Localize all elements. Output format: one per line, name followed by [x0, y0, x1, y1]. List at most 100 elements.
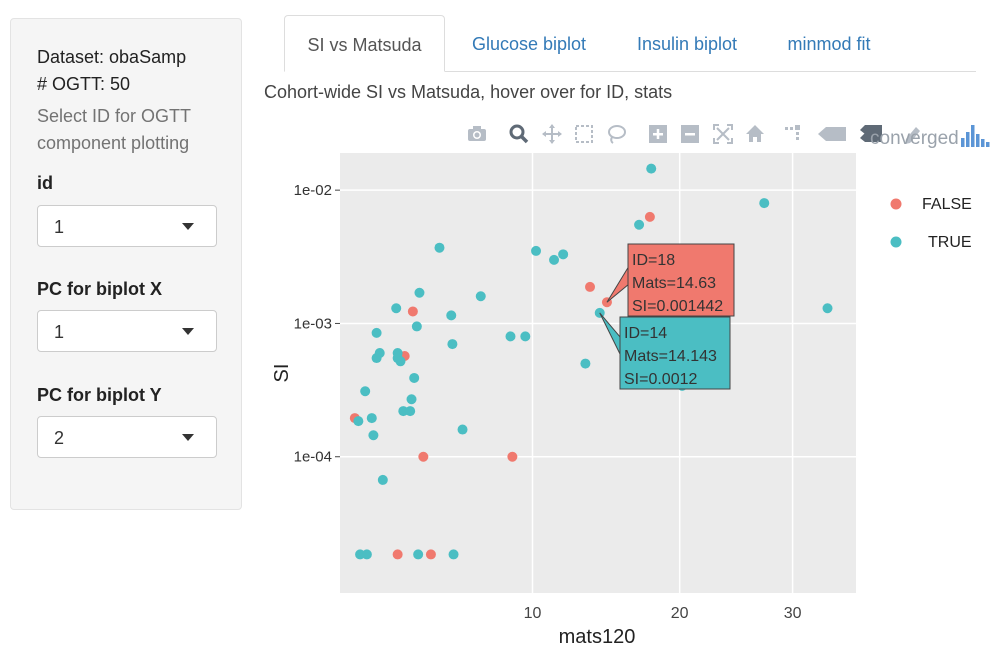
tab-bar: SI vs Matsuda Glucose biplot Insulin bip… — [284, 15, 976, 72]
help-text-line1: Select ID for OGTT — [37, 106, 192, 126]
ogtt-count-line: # OGTT: 50 — [37, 74, 131, 94]
true-data-point — [447, 339, 458, 350]
true-data-point — [398, 406, 409, 417]
zoom-in-icon[interactable] — [645, 118, 671, 150]
false-data-point — [399, 350, 410, 361]
true-data-point — [434, 242, 445, 253]
tooltip-pointer — [599, 312, 622, 357]
lasso-icon[interactable] — [603, 118, 629, 150]
hover-tooltips: ID=18 Mats=14.63 SI=0.001442 ID=14 Mats=14.1… — [599, 243, 735, 390]
hover-closest-icon[interactable] — [814, 118, 848, 150]
true-data-point — [457, 424, 468, 435]
tab-minmod-fit[interactable]: minmod fit — [787, 34, 871, 54]
id-select-value: 1 — [54, 217, 65, 237]
false-data-point — [349, 413, 360, 424]
tab-si-vs-matsuda[interactable]: SI vs Matsuda — [284, 15, 445, 72]
false-data-point — [407, 306, 418, 317]
true-data-point — [634, 219, 645, 230]
true-data-point — [759, 198, 770, 209]
false-data-point — [392, 549, 403, 560]
true-data-point — [531, 245, 542, 256]
tooltip-box — [627, 243, 735, 317]
chevron-down-icon — [182, 434, 194, 441]
tooltip-text: ID=14 — [624, 325, 667, 342]
tab-glucose-biplot[interactable]: Glucose biplot — [471, 34, 587, 54]
true-data-point — [580, 358, 591, 369]
legend-title-clipped: converged — [870, 128, 959, 149]
tooltip-text: ID=18 — [632, 252, 675, 269]
reset-axes-icon[interactable] — [742, 118, 768, 150]
chevron-down-icon — [182, 328, 194, 335]
true-data-point — [646, 163, 657, 174]
sidebar-panel: Dataset: obaSamp # OGTT: 50 Select ID fo… — [10, 18, 242, 510]
plot-background — [340, 153, 856, 593]
true-data-point — [411, 321, 422, 332]
true-data-point — [558, 249, 569, 260]
false-data-point — [425, 549, 436, 560]
tooltip-text: Mats=14.143 — [624, 348, 717, 365]
true-data-point — [374, 348, 385, 359]
false-data-point — [507, 451, 518, 462]
pan-icon[interactable] — [539, 118, 565, 150]
true-data-point — [368, 430, 379, 441]
true-data-point — [446, 310, 457, 321]
spike-lines-icon[interactable] — [780, 118, 806, 150]
pc-x-select-value: 1 — [54, 322, 65, 342]
true-data-point — [414, 287, 425, 298]
true-data-point — [371, 327, 382, 338]
true-data-point — [505, 331, 516, 342]
legend: FALSE TRUE — [890, 196, 972, 251]
true-data-point — [395, 356, 406, 367]
true-data-point — [549, 254, 560, 265]
id-select[interactable]: 1 — [37, 205, 217, 247]
camera-icon[interactable] — [464, 118, 490, 150]
true-data-point — [366, 413, 377, 424]
true-data-point — [520, 331, 531, 342]
y-axis-label: SI — [271, 364, 293, 383]
help-text-line2: component plotting — [37, 133, 190, 153]
plot-caption: Cohort-wide SI vs Matsuda, hover over fo… — [264, 82, 673, 102]
true-data-point — [677, 380, 688, 391]
false-data-point — [585, 281, 596, 292]
true-data-point — [409, 372, 420, 383]
true-data-point — [355, 549, 366, 560]
hover-compare-icon[interactable] — [856, 118, 884, 150]
legend-marker — [890, 198, 902, 210]
autoscale-icon[interactable] — [710, 118, 736, 150]
pc-x-label: PC for biplot X — [37, 279, 162, 299]
x-tick-label: 10 — [524, 605, 542, 622]
true-data-point — [392, 348, 403, 359]
tooltip-text: SI=0.001442 — [632, 298, 723, 315]
legend-entry-label: FALSE — [922, 196, 972, 213]
zoom-icon[interactable] — [506, 118, 532, 150]
pc-x-select[interactable]: 1 — [37, 310, 217, 352]
pc-y-label: PC for biplot Y — [37, 385, 162, 405]
chevron-down-icon — [182, 223, 194, 230]
legend-marker — [890, 236, 902, 248]
false-data-point — [644, 211, 655, 222]
pc-y-select[interactable]: 2 — [37, 416, 217, 458]
true-data-point — [413, 549, 424, 560]
dataset-line: Dataset: obaSamp — [37, 47, 187, 67]
true-data-point — [406, 394, 417, 405]
false-data-point — [418, 451, 429, 462]
x-tick-label: 30 — [784, 605, 802, 622]
legend-entry-label: TRUE — [928, 234, 972, 251]
axis-ticks: 10 20 30 1e-02 1e-03 1e-04 — [294, 182, 802, 622]
y-tick-label: 1e-02 — [294, 182, 332, 199]
y-tick-label: 1e-04 — [294, 449, 332, 466]
plotly-logo-icon[interactable] — [957, 118, 993, 150]
true-data-point — [822, 303, 833, 314]
true-data-point — [353, 416, 364, 427]
edit-icon[interactable] — [900, 118, 926, 150]
id-label: id — [37, 173, 53, 193]
plot-modebar — [462, 118, 1000, 150]
true-data-point — [391, 303, 402, 314]
zoom-out-icon[interactable] — [677, 118, 703, 150]
box-select-icon[interactable] — [571, 118, 597, 150]
true-data-point — [377, 474, 388, 485]
true-data-point — [392, 353, 403, 364]
grid-lines — [340, 153, 856, 593]
tab-insulin-biplot[interactable]: Insulin biplot — [636, 34, 738, 54]
x-tick-label: 20 — [671, 605, 689, 622]
